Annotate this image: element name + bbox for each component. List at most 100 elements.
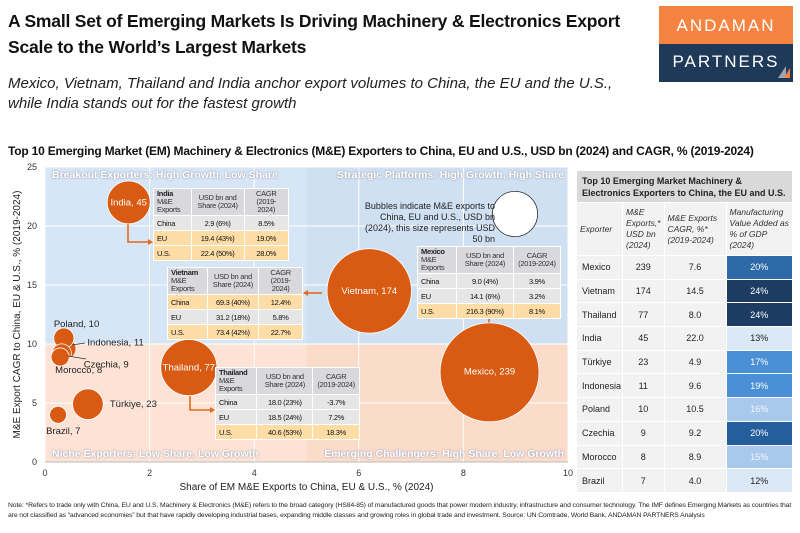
cell-cagr: 4.9: [663, 349, 727, 375]
cell-cagr: 4.0: [663, 468, 727, 493]
col-header: Exporter: [576, 202, 623, 256]
leader-czechia: [67, 355, 87, 360]
bubble-india: [106, 180, 151, 225]
cell-cagr: 10.5: [663, 397, 727, 422]
col-header: Manufacturing Value Added as % of GDP (2…: [725, 202, 793, 256]
cell-exports: 174: [622, 278, 665, 304]
logo-top: ANDAMAN: [659, 6, 793, 44]
page-title: A Small Set of Emerging Markets Is Drivi…: [8, 11, 621, 57]
table-row: Poland 10 10.5 16%: [576, 397, 793, 422]
bubble-label: Vietnam, 174: [341, 286, 397, 297]
cell-exporter: India: [576, 326, 623, 351]
x-tick-label: 2: [147, 468, 152, 478]
bubble-label: Poland, 10: [54, 319, 99, 330]
cell-exporter: Türkiye: [576, 349, 623, 375]
x-tick-label: 0: [42, 468, 47, 478]
cell-mva: 15%: [725, 444, 793, 470]
connector-thailand: [189, 392, 212, 411]
bubble-label: Czechia, 9: [84, 359, 129, 370]
cell-exports: 8: [622, 444, 665, 470]
x-tick-label: 10: [563, 468, 573, 478]
callout-country: India: [157, 189, 174, 198]
cell-exports: 45: [622, 326, 665, 351]
quadrant-label-top-right: Strategic Platforms: High Growth, High S…: [337, 169, 564, 181]
bubble-label: Thailand, 77: [163, 363, 215, 374]
exporters-table: Top 10 Emerging Market Machinery & Elect…: [576, 170, 793, 493]
quadrant-label-bottom-left: Niche Exporters: Low Share, Low Growth: [52, 448, 259, 460]
cell-exporter: Vietnam: [576, 278, 623, 304]
logo-bottom: PARTNERS: [659, 44, 793, 82]
cell-mva: 13%: [725, 326, 793, 351]
bubble-morocco: [50, 347, 70, 367]
cell-exports: 11: [622, 373, 665, 399]
size-legend-bubble: [491, 190, 539, 238]
bubble-label: Brazil, 7: [46, 426, 80, 437]
page-subtitle: Mexico, Vietnam, Thailand and India anch…: [8, 75, 613, 112]
bubble-brazil: [49, 405, 67, 424]
andaman-partners-logo: ANDAMAN PARTNERS: [659, 6, 793, 82]
arrow-thailand: [210, 407, 215, 413]
y-axis-title: M&E Export CAGR to China, EU & U.S., % (…: [12, 191, 23, 439]
cell-cagr: 7.6: [663, 255, 727, 280]
cell-mva: 20%: [725, 255, 793, 280]
bubble-label: India, 45: [110, 197, 146, 208]
footnote: Note: *Refers to trade only with China, …: [8, 502, 792, 519]
cell-exports: 239: [622, 255, 665, 280]
col-header: M&E Exports CAGR, %* (2019-2024): [663, 202, 727, 256]
table-row: Mexico 239 7.6 20%: [576, 255, 793, 280]
table-row: Thailand 77 8.0 24%: [576, 302, 793, 328]
x-tick-label: 8: [461, 468, 466, 478]
callout-vietnam: Vietnam M&E Exports USD bn and Share (2024…: [167, 267, 303, 340]
cell-cagr: 22.0: [663, 326, 727, 351]
y-tick-label: 25: [27, 162, 37, 172]
x-tick-label: 6: [356, 468, 361, 478]
connector-india: [127, 222, 150, 243]
cell-exports: 10: [622, 397, 665, 422]
leader-indonesia: [71, 342, 86, 346]
cell-exporter: Poland: [576, 397, 623, 422]
cell-mva: 24%: [725, 302, 793, 328]
table-row: Czechia 9 9.2 20%: [576, 420, 793, 446]
table-row: Indonesia 11 9.6 19%: [576, 373, 793, 399]
cell-mva: 19%: [725, 373, 793, 399]
cell-mva: 16%: [725, 397, 793, 422]
sail-icon: [778, 66, 790, 78]
quadrant-label-bottom-right: Emerging Challengers: High Share, Low Gr…: [324, 448, 564, 460]
cell-exporter: Indonesia: [576, 373, 623, 399]
y-tick-label: 15: [27, 280, 37, 290]
bubble-label: Indonesia, 11: [87, 338, 143, 349]
callout-india: India M&E Exports USD bn and Share (2024) C…: [153, 188, 290, 261]
callout-thailand: Thailand M&E Exports USD bn and Share (202…: [214, 367, 360, 440]
cell-mva: 12%: [725, 468, 793, 493]
cell-exports: 77: [622, 302, 665, 328]
bubble-vietnam: [326, 248, 412, 334]
y-tick-label: 5: [32, 398, 37, 408]
bubble-label: Türkiye, 23: [110, 399, 157, 410]
size-legend-text: Bubbles indicate M&E exports to China, E…: [364, 201, 495, 244]
cell-mva: 17%: [725, 349, 793, 375]
table-row: Morocco 8 8.9 15%: [576, 444, 793, 470]
table-row: Brazil 7 4.0 12%: [576, 468, 793, 493]
y-tick-label: 20: [27, 221, 37, 231]
y-tick-label: 0: [32, 457, 37, 467]
cell-exporter: Brazil: [576, 468, 623, 493]
cell-cagr: 9.2: [663, 420, 727, 446]
cell-exporter: Mexico: [576, 255, 623, 280]
cell-exporter: Morocco: [576, 444, 623, 470]
quadrant-label-top-left: Breakout Exporters: High Growth, Low Sha…: [52, 169, 278, 181]
cell-mva: 20%: [725, 420, 793, 446]
table-row: India 45 22.0 13%: [576, 326, 793, 351]
cell-exporter: Czechia: [576, 420, 623, 446]
cell-cagr: 9.6: [663, 373, 727, 399]
logo-bottom-text: PARTNERS: [672, 52, 780, 71]
chart-title: Top 10 Emerging Market (EM) Machinery & …: [8, 144, 754, 158]
cell-exporter: Thailand: [576, 302, 623, 328]
bubble-mexico: [439, 322, 540, 423]
x-tick-label: 4: [252, 468, 257, 478]
cell-exports: 9: [622, 420, 665, 446]
cell-mva: 24%: [725, 278, 793, 304]
bubble-label: Mexico, 239: [464, 366, 515, 377]
cell-cagr: 8.9: [663, 444, 727, 470]
callout-mexico: Mexico M&E Exports USD bn and Share (2024)…: [416, 246, 562, 319]
